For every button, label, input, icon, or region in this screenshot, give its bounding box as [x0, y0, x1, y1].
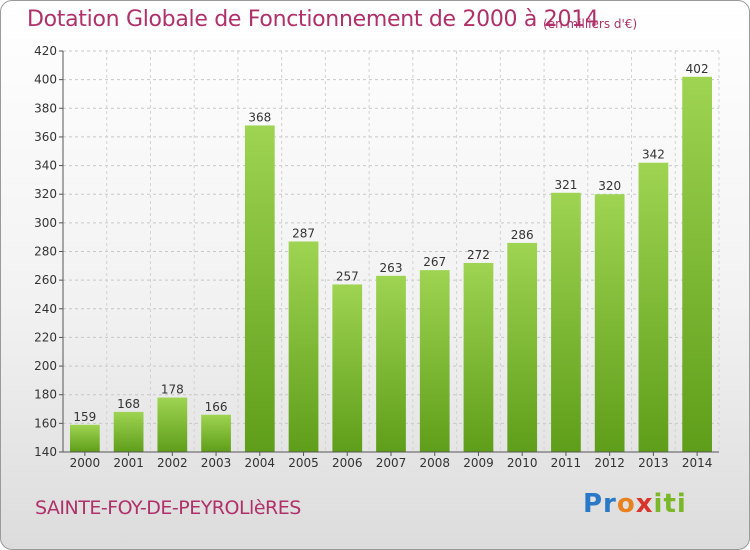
bar-2009	[463, 262, 494, 452]
bar-2011	[551, 192, 581, 452]
value-label: 287	[292, 226, 315, 240]
bar-2014	[682, 76, 713, 453]
bar-2006	[332, 284, 363, 452]
bar-2004	[244, 125, 275, 452]
x-tick-label: 2006	[332, 456, 363, 470]
y-tick-label: 380	[34, 101, 57, 115]
bar-2012	[594, 194, 625, 452]
value-label: 321	[554, 178, 577, 192]
value-label: 267	[423, 255, 446, 269]
y-tick-label: 240	[34, 302, 57, 316]
y-tick-label: 260	[34, 273, 57, 287]
value-label: 166	[205, 400, 228, 414]
x-tick-label: 2011	[551, 456, 582, 470]
y-tick-label: 140	[34, 445, 57, 459]
y-tick-label: 360	[34, 130, 57, 144]
value-label: 286	[511, 228, 534, 242]
bar-2001	[113, 411, 144, 452]
x-tick-label: 2000	[70, 456, 101, 470]
value-label: 178	[161, 383, 184, 397]
x-tick-label: 2014	[682, 456, 713, 470]
unit-label: (en milliers d'€)	[543, 17, 638, 31]
bar-2003	[201, 414, 231, 452]
value-label: 368	[248, 110, 271, 124]
logo-part-3: x	[635, 489, 654, 519]
value-label: 257	[336, 269, 359, 283]
x-tick-label: 2002	[157, 456, 188, 470]
bar-2007	[376, 275, 406, 452]
bar-2000	[69, 424, 100, 452]
value-label: 159	[73, 410, 96, 424]
label-layer: 159 168 178 166 368 287 257 263 267 272 286 321 320 3…	[73, 62, 708, 424]
y-tick-label: 300	[34, 216, 57, 230]
y-tick-label: 180	[34, 388, 57, 402]
axis-layer: 140 160 180 200 220 240 260 280 300 320 340 360 380 4…	[34, 44, 719, 470]
value-label: 168	[117, 397, 140, 411]
bar-layer	[69, 76, 713, 453]
x-tick-label: 2013	[638, 456, 669, 470]
chart-title: Dotation Globale de Fonctionnement de 20…	[27, 7, 599, 32]
y-tick-label: 340	[34, 159, 57, 173]
x-tick-label: 2008	[419, 456, 450, 470]
x-tick-label: 2004	[245, 456, 276, 470]
y-tick-label: 420	[34, 44, 57, 58]
y-tick-label: 220	[34, 330, 57, 344]
x-tick-label: 2007	[376, 456, 407, 470]
value-label: 272	[467, 248, 490, 262]
bar-2013	[638, 162, 669, 452]
x-tick-label: 2003	[201, 456, 232, 470]
bar-2002	[157, 397, 188, 452]
value-label: 342	[642, 148, 665, 162]
y-tick-label: 320	[34, 187, 57, 201]
x-tick-label: 2009	[463, 456, 494, 470]
bar-2008	[419, 270, 450, 452]
bar-2010	[507, 242, 538, 452]
bar-2005	[288, 241, 319, 452]
y-tick-label: 200	[34, 359, 57, 373]
x-tick-label: 2012	[594, 456, 625, 470]
commune-name: SAINTE-FOY-DE-PEYROLlèRES	[35, 497, 301, 519]
proxiti-logo: Proxiti	[583, 489, 687, 519]
value-label: 320	[598, 179, 621, 193]
x-tick-label: 2005	[288, 456, 319, 470]
x-tick-label: 2010	[507, 456, 538, 470]
value-label: 402	[686, 62, 709, 76]
y-tick-label: 160	[34, 416, 57, 430]
logo-part-1: Pr	[583, 489, 617, 519]
value-label: 263	[380, 261, 403, 275]
logo-part-4: iti	[653, 489, 687, 519]
x-tick-label: 2001	[113, 456, 144, 470]
y-tick-label: 280	[34, 245, 57, 259]
y-tick-label: 400	[34, 73, 57, 87]
logo-part-2: o	[616, 489, 636, 519]
